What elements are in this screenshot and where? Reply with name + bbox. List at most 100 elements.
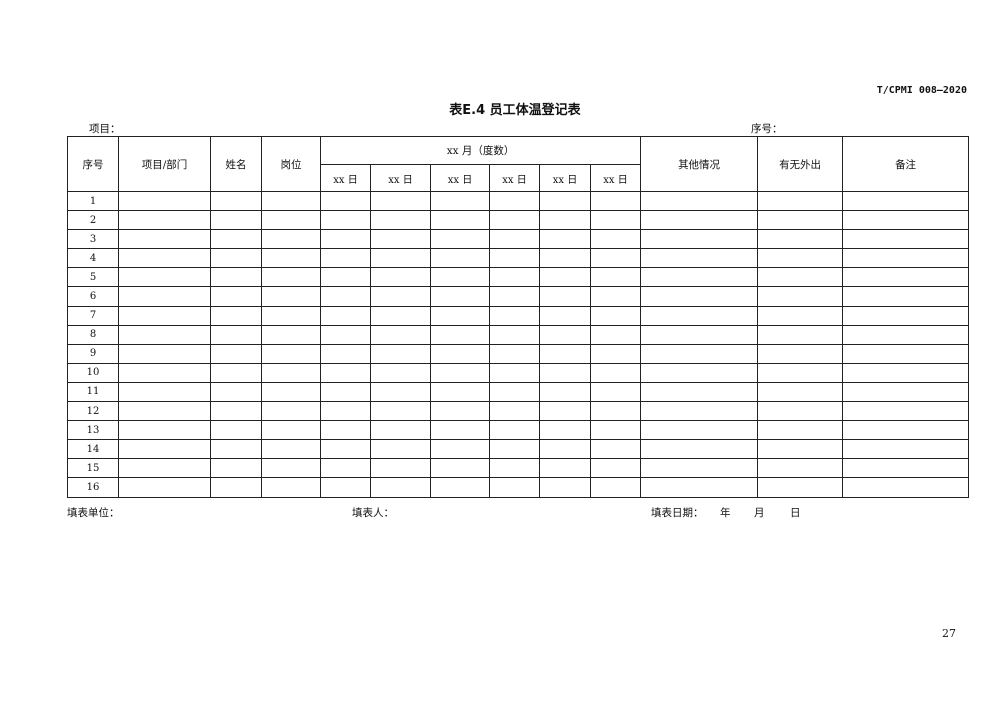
table-cell[interactable] [118, 343, 211, 364]
table-cell[interactable] [370, 343, 431, 364]
table-cell[interactable] [320, 343, 371, 364]
table-cell[interactable] [261, 343, 321, 364]
table-cell[interactable] [842, 458, 970, 479]
table-cell[interactable] [842, 324, 970, 345]
table-cell[interactable] [842, 229, 970, 250]
table-cell[interactable] [320, 458, 371, 479]
table-cell[interactable] [539, 190, 591, 212]
table-cell[interactable] [489, 267, 540, 288]
table-cell[interactable] [261, 190, 321, 212]
table-cell[interactable] [640, 267, 759, 288]
table-cell[interactable] [210, 381, 262, 403]
table-cell[interactable] [210, 439, 262, 460]
table-cell[interactable] [757, 267, 844, 288]
table-cell[interactable] [370, 190, 431, 212]
table-cell[interactable] [261, 477, 321, 498]
table-cell[interactable] [210, 420, 262, 441]
table-cell[interactable] [539, 362, 591, 383]
table-cell[interactable] [539, 210, 591, 231]
table-cell[interactable] [589, 305, 642, 326]
table-cell[interactable] [370, 210, 431, 231]
table-cell[interactable] [430, 420, 490, 441]
table-cell[interactable] [539, 420, 591, 441]
table-cell[interactable] [489, 190, 540, 212]
table-cell[interactable] [842, 286, 970, 307]
table-cell[interactable] [370, 420, 431, 441]
table-cell[interactable] [589, 324, 642, 345]
table-cell[interactable] [118, 401, 211, 422]
table-cell[interactable] [589, 477, 642, 498]
table-cell[interactable] [757, 420, 844, 441]
table-cell[interactable] [489, 248, 540, 269]
table-cell[interactable] [118, 420, 211, 441]
table-cell[interactable] [589, 401, 642, 422]
table-cell[interactable] [640, 420, 759, 441]
table-cell[interactable] [489, 210, 540, 231]
table-cell[interactable] [261, 210, 321, 231]
table-cell[interactable] [757, 229, 844, 250]
table-cell[interactable] [430, 439, 490, 460]
table-cell[interactable] [539, 343, 591, 364]
table-cell[interactable] [320, 439, 371, 460]
table-cell[interactable] [539, 267, 591, 288]
table-cell[interactable] [489, 401, 540, 422]
table-cell[interactable] [430, 458, 490, 479]
table-cell[interactable] [118, 477, 211, 498]
table-cell[interactable] [539, 305, 591, 326]
table-cell[interactable] [842, 210, 970, 231]
table-cell[interactable] [261, 324, 321, 345]
table-cell[interactable] [261, 401, 321, 422]
table-cell[interactable] [757, 286, 844, 307]
table-cell[interactable] [430, 286, 490, 307]
table-cell[interactable] [430, 343, 490, 364]
table-cell[interactable] [589, 286, 642, 307]
table-cell[interactable] [640, 458, 759, 479]
table-cell[interactable] [589, 362, 642, 383]
table-cell[interactable] [489, 381, 540, 403]
table-cell[interactable] [370, 362, 431, 383]
table-cell[interactable] [430, 267, 490, 288]
table-cell[interactable] [842, 381, 970, 403]
table-cell[interactable] [640, 286, 759, 307]
table-cell[interactable] [539, 439, 591, 460]
table-cell[interactable] [589, 190, 642, 212]
table-cell[interactable] [320, 267, 371, 288]
table-cell[interactable] [320, 305, 371, 326]
table-cell[interactable] [320, 401, 371, 422]
table-cell[interactable] [118, 439, 211, 460]
table-cell[interactable] [640, 305, 759, 326]
table-cell[interactable] [757, 305, 844, 326]
table-cell[interactable] [210, 248, 262, 269]
table-cell[interactable] [640, 439, 759, 460]
table-cell[interactable] [118, 362, 211, 383]
table-cell[interactable] [320, 210, 371, 231]
table-cell[interactable] [261, 248, 321, 269]
table-cell[interactable] [757, 343, 844, 364]
table-cell[interactable] [430, 305, 490, 326]
table-cell[interactable] [539, 324, 591, 345]
table-cell[interactable] [640, 210, 759, 231]
table-cell[interactable] [430, 229, 490, 250]
table-cell[interactable] [210, 267, 262, 288]
table-cell[interactable] [118, 210, 211, 231]
table-cell[interactable] [757, 190, 844, 212]
table-cell[interactable] [370, 305, 431, 326]
table-cell[interactable] [430, 381, 490, 403]
table-cell[interactable] [261, 305, 321, 326]
table-cell[interactable] [430, 190, 490, 212]
table-cell[interactable] [589, 267, 642, 288]
table-cell[interactable] [489, 229, 540, 250]
table-cell[interactable] [489, 324, 540, 345]
table-cell[interactable] [370, 248, 431, 269]
table-cell[interactable] [539, 229, 591, 250]
table-cell[interactable] [261, 229, 321, 250]
table-cell[interactable] [757, 458, 844, 479]
table-cell[interactable] [118, 190, 211, 212]
table-cell[interactable] [320, 362, 371, 383]
table-cell[interactable] [320, 190, 371, 212]
table-cell[interactable] [320, 477, 371, 498]
table-cell[interactable] [261, 286, 321, 307]
table-cell[interactable] [261, 381, 321, 403]
table-cell[interactable] [210, 324, 262, 345]
table-cell[interactable] [370, 286, 431, 307]
